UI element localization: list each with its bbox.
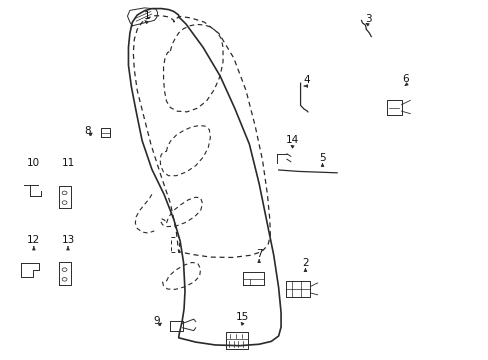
Text: 8: 8 — [84, 126, 91, 135]
Text: 6: 6 — [401, 74, 408, 84]
Text: 5: 5 — [319, 153, 325, 163]
Text: 14: 14 — [285, 135, 298, 145]
Text: 3: 3 — [365, 14, 371, 24]
Text: 9: 9 — [153, 316, 160, 325]
Text: 7: 7 — [255, 248, 262, 258]
Text: 2: 2 — [302, 258, 308, 268]
Text: 10: 10 — [27, 158, 41, 168]
Text: 1: 1 — [143, 11, 150, 21]
Text: 13: 13 — [61, 235, 75, 245]
Text: 11: 11 — [61, 158, 75, 168]
Text: 4: 4 — [303, 75, 309, 85]
Text: 15: 15 — [235, 312, 248, 322]
Text: 12: 12 — [27, 235, 41, 245]
